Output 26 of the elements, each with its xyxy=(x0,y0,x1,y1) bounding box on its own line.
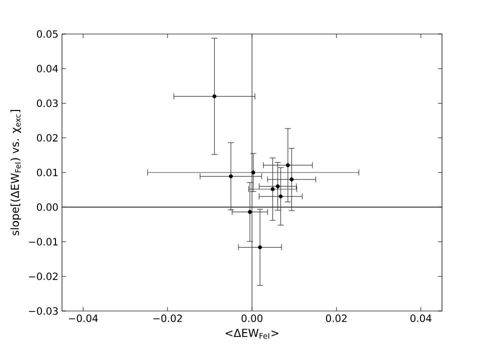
point xyxy=(258,245,262,250)
y-tick-label: 0.05 xyxy=(36,30,58,38)
x-tick-label: 0.04 xyxy=(410,314,432,322)
point xyxy=(228,174,233,178)
point xyxy=(270,187,275,192)
x-tick-label: −0.02 xyxy=(153,314,182,322)
y-axis-title: slope[(ΔEW$_{FeI}$) vs. χ$_{exc}$] xyxy=(10,110,22,236)
y-tick-label: −0.03 xyxy=(29,307,58,315)
x-tick-label: 0.02 xyxy=(326,314,347,322)
y-tick-label: 0.03 xyxy=(36,99,58,108)
y-tick-label: 0.01 xyxy=(36,168,58,176)
y-tick-label: 0.00 xyxy=(36,203,58,211)
x-tick-label: 0.00 xyxy=(242,314,262,322)
point xyxy=(278,194,283,198)
x-axis-title: <ΔEW$_{FeI}$> xyxy=(226,328,278,339)
point xyxy=(286,163,290,168)
y-tick-label: 0.04 xyxy=(36,64,58,72)
y-tick-label: −0.02 xyxy=(29,272,58,280)
point xyxy=(290,177,294,182)
y-tick-label: 0.02 xyxy=(36,134,58,142)
point xyxy=(248,210,252,214)
x-tick-label: −0.04 xyxy=(68,314,98,322)
point xyxy=(276,184,280,188)
point xyxy=(212,94,216,98)
y-tick-label: −0.01 xyxy=(29,238,58,246)
point xyxy=(251,170,256,174)
